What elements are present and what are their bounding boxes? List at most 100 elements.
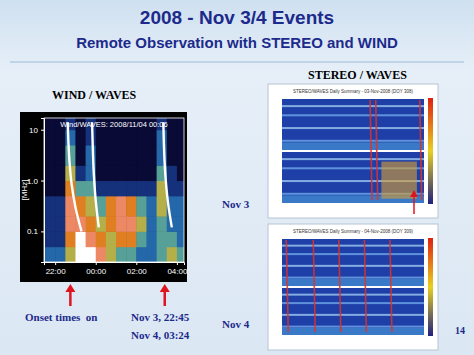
page-number: 14	[455, 325, 465, 336]
heatmap-cell	[45, 165, 56, 181]
onset-label: Nov 3, 22:45	[131, 311, 190, 323]
spectrum-band	[282, 326, 424, 328]
heatmap-cell	[167, 145, 178, 166]
heatmap-cell	[167, 165, 178, 181]
spectrum-band	[282, 245, 424, 247]
heatmap-cell	[45, 118, 56, 130]
panel-title: STEREO/WAVES Daily Summary - 03-Nov-2008…	[293, 89, 413, 94]
heatmap-cell	[106, 130, 117, 146]
heatmap-cell	[75, 130, 86, 146]
tick-label: 00:00	[86, 267, 107, 276]
heatmap-cell	[177, 247, 184, 262]
plot-frame	[44, 118, 184, 262]
onset-label: Nov 4, 03:24	[131, 329, 190, 341]
panel-label: WIND / WAVES	[52, 88, 137, 102]
heatmap-cell	[177, 145, 184, 166]
x-tick: 22:00	[46, 262, 67, 276]
spectrum-band	[282, 158, 424, 160]
heatmap-cell	[96, 247, 107, 262]
plot-area	[45, 118, 184, 262]
heatmap-cell	[136, 165, 147, 181]
heatmap-cell	[126, 145, 137, 166]
y-tick: 1.0	[27, 177, 44, 186]
heatmap-cell	[146, 196, 157, 217]
heatmap-cell	[45, 130, 56, 146]
tick-label: 22:00	[46, 267, 67, 276]
heatmap-cell	[177, 181, 184, 197]
heatmap-cell	[106, 165, 117, 181]
heatmap-cell	[177, 216, 184, 232]
heatmap-cell	[106, 247, 117, 262]
tick-mark	[177, 262, 178, 265]
x-axis: 22:0000:0002:0004:00	[45, 262, 188, 276]
burst-line	[92, 122, 99, 227]
heatmap-cell	[126, 130, 137, 146]
tick-label: 10	[29, 126, 38, 135]
onset-arrow	[160, 284, 170, 306]
panel-frame	[268, 224, 438, 350]
heatmap-cell	[55, 181, 66, 197]
heatmap-cell	[75, 165, 86, 181]
spectrum-streak	[286, 240, 288, 332]
heatmap-cell	[136, 130, 147, 146]
slide: 2008 - Nov 3/4 EventsRemote Observation …	[0, 0, 474, 355]
heatmap-cell	[75, 181, 86, 197]
heatmap-cell	[157, 130, 168, 146]
heatmap-cell	[126, 247, 137, 262]
spectrum-band	[282, 294, 424, 296]
heatmap-cell	[136, 216, 147, 232]
spectrum-bg	[282, 99, 424, 150]
heatmap-cell	[146, 216, 157, 232]
heatmap-cell	[116, 216, 127, 232]
spectrum-streak	[390, 240, 392, 332]
arrow-shaft	[413, 196, 415, 214]
heatmap-cell	[96, 130, 107, 146]
heatmap-cell	[45, 231, 56, 247]
heatmap-cell	[177, 231, 184, 247]
slide-subtitle: Remote Observation with STEREO and WIND	[76, 34, 398, 51]
spectrum-band	[282, 114, 424, 116]
heatmap-cell	[86, 231, 97, 247]
heatmap-cell	[116, 130, 127, 146]
heatmap-cell	[146, 145, 157, 166]
heatmap-cell	[55, 247, 66, 262]
onset-arrow	[65, 284, 75, 306]
spectrum-band	[282, 142, 424, 150]
heatmap-cell	[136, 196, 147, 217]
heatmap-cell	[167, 130, 178, 146]
heatmap-cell	[177, 130, 184, 146]
heatmap-cell	[167, 181, 178, 197]
heatmap-cell	[136, 145, 147, 166]
x-tick: 02:00	[127, 262, 148, 276]
heatmap-cell	[45, 216, 56, 232]
spectrum-streak	[313, 240, 315, 332]
heatmap-cell	[106, 145, 117, 166]
arrow-head	[410, 190, 418, 197]
heatmap-cell	[55, 196, 66, 217]
heatmap-cell	[167, 118, 178, 130]
heatmap-cell	[146, 130, 157, 146]
spectrum-streak	[370, 100, 372, 200]
heatmap-cell	[55, 130, 66, 146]
day-label: Nov 3	[222, 198, 250, 210]
spectrum-band	[282, 302, 424, 304]
spectrum-streak	[420, 100, 422, 200]
heatmap-cell	[157, 196, 168, 217]
spectrum-band	[282, 277, 424, 279]
panel-title: STEREO/WAVES Daily Summary - 04-Nov-2008…	[293, 229, 413, 234]
heatmap-cell	[75, 247, 86, 262]
y-axis: 101.00.1	[27, 119, 45, 263]
tick-mark	[136, 262, 137, 265]
heatmap-cell	[45, 145, 56, 166]
arrow-shaft	[69, 291, 72, 306]
spectrum-band	[282, 265, 424, 267]
heatmap-cell	[55, 165, 66, 181]
spectrum-patch	[381, 162, 417, 199]
panel-label: STEREO / WAVES	[308, 68, 407, 82]
heatmap-cell	[167, 231, 178, 247]
heatmap-cell	[157, 231, 168, 247]
heatmap-cell	[136, 231, 147, 247]
stereo-panel: STEREO/WAVES Daily Summary - 03-Nov-2008…	[268, 84, 438, 218]
heatmap-cell	[96, 231, 107, 247]
stereo-arrow	[410, 190, 418, 214]
